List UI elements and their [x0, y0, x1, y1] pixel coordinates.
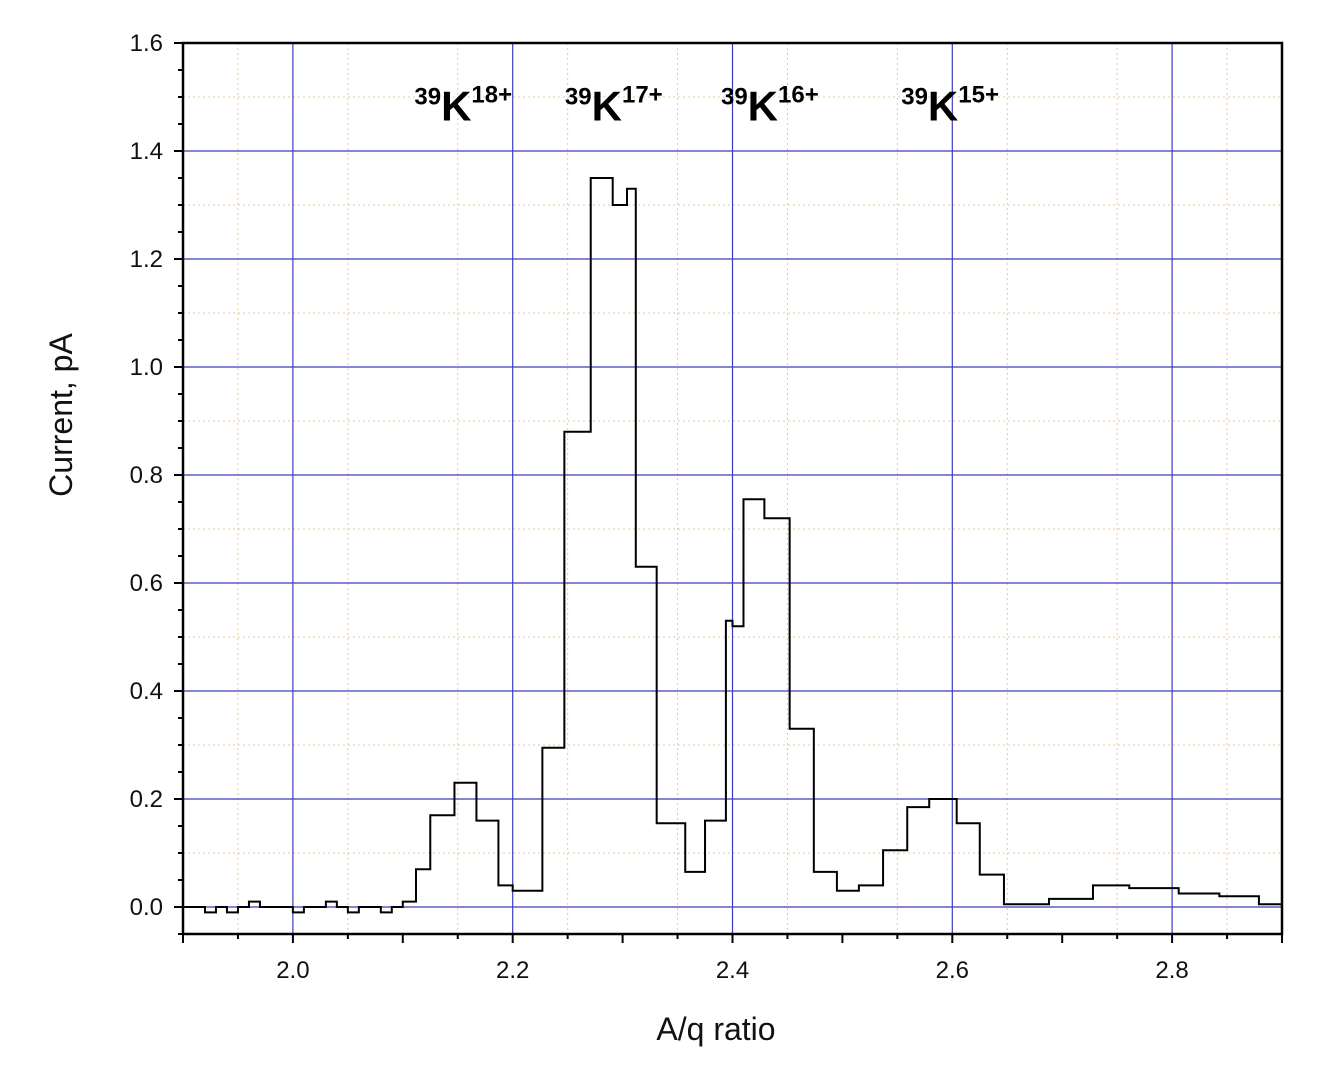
ion-element: K: [441, 82, 471, 129]
ion-element: K: [748, 82, 778, 129]
ion-labels: 39K18+ 39K17+ 39K16+ 39K15+: [414, 81, 999, 129]
x-tick-label: 2.2: [496, 957, 529, 984]
x-tick-label: 2.6: [936, 957, 969, 984]
x-tick-label: 2.0: [276, 957, 309, 984]
y-tick-label: 0.0: [130, 894, 163, 921]
y-tick-label: 0.4: [130, 678, 163, 705]
ion-label: 39K18+: [414, 81, 512, 129]
ion-label: 39K17+: [565, 81, 663, 129]
y-tick-label: 0.8: [130, 462, 163, 489]
ticks: 2.0 2.2 2.4 2.6 2.8 0.0 0.2 0.4 0.6 0.8 1.0 1.2 1.4 1…: [130, 30, 1283, 984]
ion-mass: 39: [414, 83, 441, 110]
ion-mass: 39: [721, 83, 748, 110]
y-tick-label: 0.6: [130, 570, 163, 597]
y-tick-label: 1.4: [130, 138, 163, 165]
ion-mass: 39: [565, 83, 592, 110]
ion-charge: 16+: [778, 81, 819, 108]
x-axis-title: A/q ratio: [656, 1011, 775, 1047]
ion-element: K: [592, 82, 622, 129]
y-tick-label: 1.6: [130, 30, 163, 57]
current-trace: [183, 177, 1282, 914]
ion-charge: 15+: [958, 81, 999, 108]
y-axis-title: Current, pA: [43, 333, 79, 497]
ion-charge: 17+: [622, 81, 663, 108]
y-tick-label: 1.2: [130, 246, 163, 273]
x-tick-label: 2.8: [1155, 957, 1188, 984]
grid: [183, 42, 1282, 934]
y-tick-label: 1.0: [130, 354, 163, 381]
x-tick-label: 2.4: [716, 957, 749, 984]
ion-mass: 39: [901, 83, 928, 110]
ion-label: 39K16+: [721, 81, 819, 129]
ion-charge: 18+: [471, 81, 512, 108]
ion-label: 39K15+: [901, 81, 999, 129]
y-tick-label: 0.2: [130, 786, 163, 813]
ion-element: K: [928, 82, 958, 129]
